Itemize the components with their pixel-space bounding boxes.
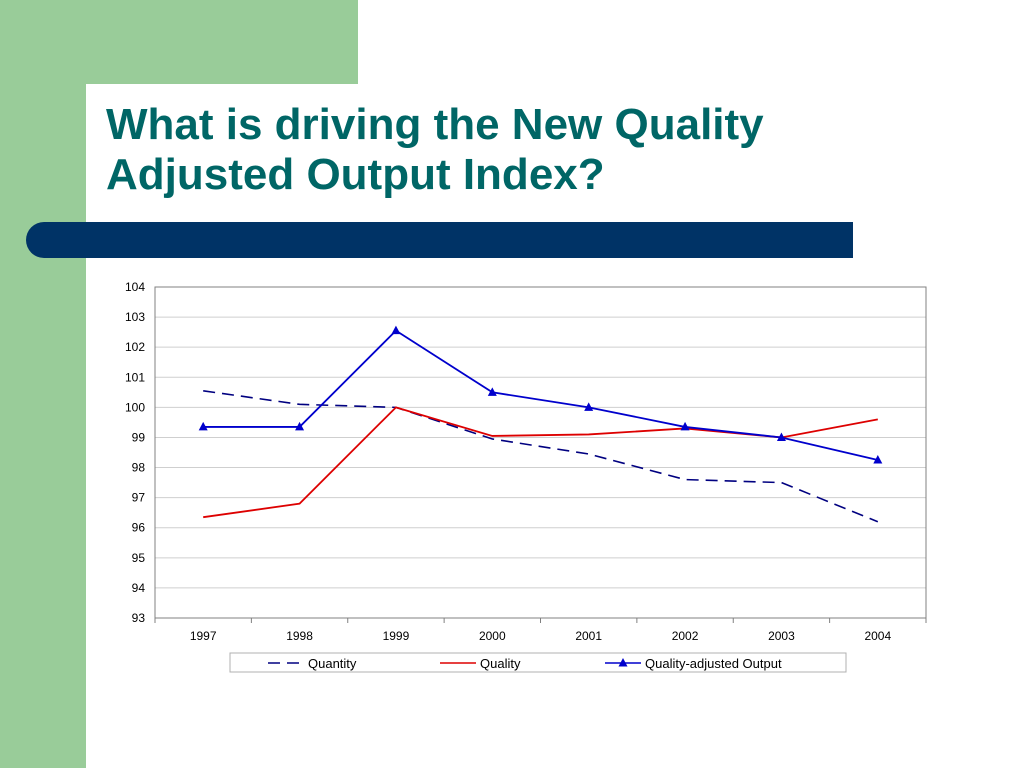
y-tick-label: 102 xyxy=(125,340,145,354)
y-tick-label: 94 xyxy=(132,581,146,595)
y-tick-label: 104 xyxy=(125,280,145,294)
series-line-3 xyxy=(203,329,879,461)
chart-grid xyxy=(154,286,927,623)
slide-title-line-1: What is driving the New Quality xyxy=(106,100,764,149)
x-tick-label: 1998 xyxy=(286,629,313,643)
chart-legend: Quantity Quality Quality-adjusted Output xyxy=(229,652,847,673)
data-point-marker xyxy=(873,455,883,464)
x-tick-label: 2000 xyxy=(479,629,506,643)
legend-label: Quantity xyxy=(308,656,357,671)
data-point-marker xyxy=(391,325,401,335)
y-tick-label: 95 xyxy=(132,551,146,565)
legend-marker xyxy=(618,658,628,667)
y-tick-label: 99 xyxy=(132,430,146,444)
y-tick-label: 96 xyxy=(132,521,146,535)
x-tick-label: 2004 xyxy=(864,629,891,643)
y-tick-label: 100 xyxy=(125,400,145,414)
y-tick-label: 101 xyxy=(125,370,145,384)
green-side-bar xyxy=(0,0,86,768)
legend-label: Quality xyxy=(480,656,521,671)
data-point-marker xyxy=(776,432,786,441)
x-tick-label: 1997 xyxy=(190,629,217,643)
title-divider-bar xyxy=(26,222,853,258)
plot-area-frame xyxy=(154,286,927,619)
x-tick-label: 2002 xyxy=(672,629,699,643)
series-line-1 xyxy=(203,390,879,523)
slide-title-line-2: Adjusted Output Index? xyxy=(106,150,605,199)
y-tick-label: 97 xyxy=(132,491,146,505)
y-tick-label: 93 xyxy=(132,611,146,625)
chart-series xyxy=(198,325,883,523)
slide-title: What is driving the New Quality Adjusted… xyxy=(106,100,926,200)
legend-label: Quality-adjusted Output xyxy=(645,656,782,671)
data-point-marker xyxy=(584,402,594,411)
y-tick-label: 98 xyxy=(132,461,146,475)
legend-box xyxy=(229,652,847,673)
y-axis-tick-labels: 93 94 95 96 97 98 99 100 101 102 103 104 xyxy=(125,280,145,625)
x-tick-label: 1999 xyxy=(383,629,410,643)
series-line-2 xyxy=(203,406,878,519)
y-tick-label: 103 xyxy=(125,310,145,324)
data-point-marker xyxy=(295,421,305,431)
data-point-marker xyxy=(487,387,497,396)
x-axis-tick-labels: 1997 1998 1999 2000 2001 2002 2003 2004 xyxy=(190,629,892,643)
x-tick-label: 2003 xyxy=(768,629,795,643)
data-point-marker xyxy=(680,421,690,431)
x-tick-label: 2001 xyxy=(575,629,602,643)
data-point-marker xyxy=(198,421,208,431)
green-top-block xyxy=(86,0,358,84)
